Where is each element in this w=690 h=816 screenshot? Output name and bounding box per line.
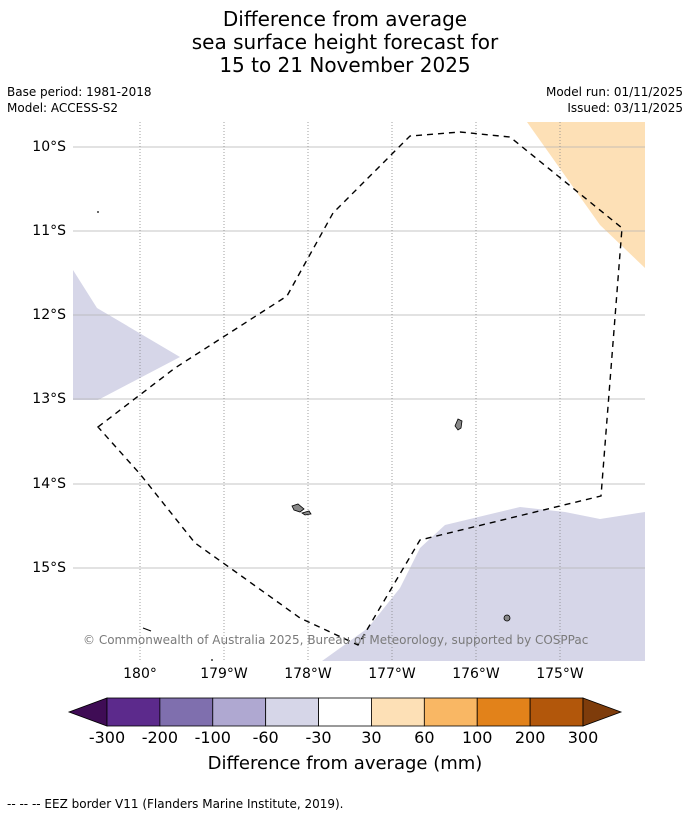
colorbar-tick-label: 100: [461, 728, 493, 747]
title-line-1: Difference from average: [222, 7, 468, 31]
island-speck-southwest: [142, 627, 152, 632]
colorbar-tick-label: 300: [567, 728, 599, 747]
lon-label-178w: 178°W: [284, 666, 332, 682]
eez-border: [96, 131, 623, 646]
colorbar-extend-high: [582, 697, 623, 727]
island-reef-east: [503, 614, 511, 622]
issued-text: Issued: 03/11/2025: [567, 101, 683, 115]
anomaly-area-positive-ne: [527, 122, 645, 268]
lon-label-175w: 175°W: [536, 666, 584, 682]
colorbar-swatch: [423, 697, 478, 727]
anomaly-area-negative-west: [73, 270, 180, 400]
colorbar-swatch: [476, 697, 531, 727]
lat-label-15s: 15°S: [32, 560, 66, 576]
colorbar-swatch: [212, 697, 267, 727]
colorbar-tick-label: -30: [305, 728, 332, 747]
anomaly-area-negative-south: [322, 507, 645, 661]
colorbar-label: Difference from average (mm): [207, 753, 483, 774]
lon-label-177w: 177°W: [368, 666, 416, 682]
lon-label-180: 180°: [123, 666, 157, 682]
island-speck-north: [97, 211, 99, 213]
island-speck-south: [211, 659, 213, 661]
colorbar-tick-label: -200: [141, 728, 179, 747]
meta-right: Model run: 01/11/2025 Issued: 03/11/2025: [546, 84, 683, 116]
lat-label-10s: 10°S: [32, 139, 66, 155]
colorbar-tick-label: -100: [194, 728, 231, 747]
colorbar-tick-label: 200: [514, 728, 546, 747]
colorbar-tick-label: 60: [414, 728, 435, 747]
colorbar-swatch: [371, 697, 425, 727]
colorbar-swatch: [159, 697, 214, 727]
colorbar-swatch: [265, 697, 319, 727]
colorbar-tick-label: 30: [361, 728, 382, 747]
lat-label-12s: 12°S: [32, 307, 66, 323]
title-line-2: sea surface height forecast for: [191, 30, 499, 54]
model-run-text: Model run: 01/11/2025: [545, 85, 683, 99]
base-period-text: Base period: 1981-2018: [7, 85, 152, 99]
copyright-text: © Commonwealth of Australia 2025, Bureau…: [83, 633, 589, 647]
colorbar-extend-low: [67, 697, 108, 727]
colorbar-swatch: [318, 697, 372, 727]
colorbar-swatch: [106, 697, 161, 727]
lon-label-179w: 179°W: [200, 666, 248, 682]
colorbar-tick-label: -300: [88, 728, 126, 747]
title-line-3: 15 to 21 November 2025: [219, 53, 471, 77]
map-title: Difference from average sea surface heig…: [0, 8, 690, 77]
meta-left: Base period: 1981-2018 Model: ACCESS-S2: [7, 84, 152, 116]
lat-label-13s: 13°S: [32, 391, 66, 407]
model-text: Model: ACCESS-S2: [7, 101, 119, 115]
colorbar-tick-label: -60: [252, 728, 279, 747]
island-alofi: [301, 510, 312, 516]
colorbar-swatch: [529, 697, 584, 727]
lon-label-176w: 176°W: [452, 666, 500, 682]
lat-label-11s: 11°S: [32, 223, 66, 239]
lat-label-14s: 14°S: [32, 476, 66, 492]
eez-legend-note: -- -- -- EEZ border V11 (Flanders Marine…: [7, 797, 344, 811]
island-wallis: [454, 418, 463, 431]
island-futuna: [291, 503, 305, 513]
